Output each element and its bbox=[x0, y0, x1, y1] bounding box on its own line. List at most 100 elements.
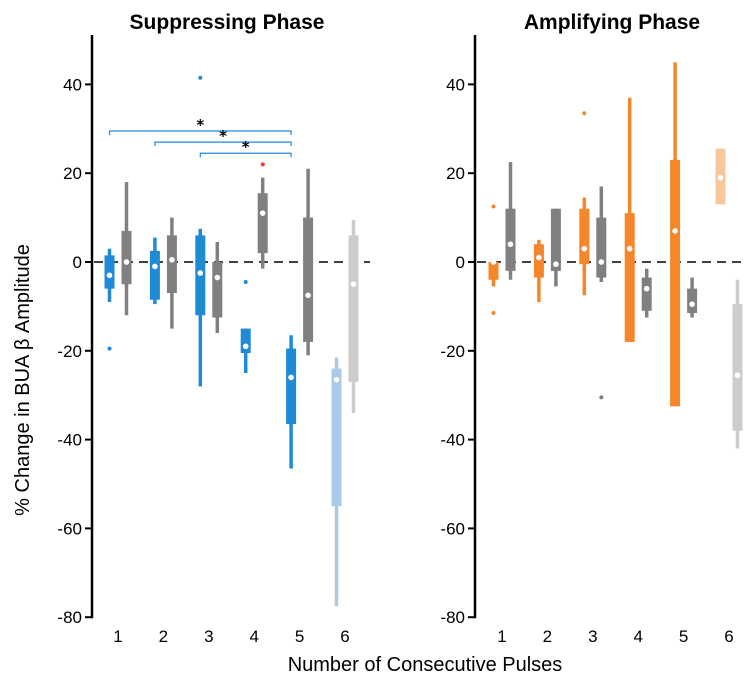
bracket-line bbox=[154, 141, 292, 147]
y-tick-label: -20 bbox=[57, 342, 82, 361]
median-dot bbox=[598, 259, 605, 265]
box-stim-group-5 bbox=[670, 62, 681, 407]
x-tick-label: 2 bbox=[543, 627, 552, 646]
iqr-box bbox=[579, 208, 590, 265]
box-stim-group-5 bbox=[286, 335, 297, 469]
outlier-point bbox=[582, 111, 587, 116]
iqr-box bbox=[212, 262, 223, 318]
significance-star: * bbox=[242, 138, 250, 156]
box-control-group-3 bbox=[596, 186, 607, 400]
box-control-group-2 bbox=[550, 208, 561, 287]
outlier-point bbox=[599, 395, 604, 400]
outlier-point bbox=[243, 279, 248, 284]
iqr-box bbox=[257, 193, 268, 254]
bracket-line bbox=[108, 130, 292, 136]
box-stim-group-6 bbox=[715, 148, 726, 205]
box-control-group-4 bbox=[641, 268, 652, 318]
y-tick-label: 20 bbox=[63, 164, 82, 183]
iqr-box bbox=[488, 262, 499, 280]
y-tick-label: 0 bbox=[456, 253, 465, 272]
median-dot bbox=[305, 292, 311, 299]
box-stim-group-1 bbox=[104, 248, 115, 351]
box-stim-group-6 bbox=[331, 357, 342, 607]
box-control-group-5 bbox=[303, 168, 314, 356]
iqr-box bbox=[505, 208, 516, 271]
box-control-group-1 bbox=[505, 162, 516, 280]
x-tick-label: 6 bbox=[724, 627, 733, 646]
median-dot bbox=[581, 245, 588, 252]
median-dot bbox=[626, 245, 633, 252]
y-tick-label: -60 bbox=[57, 519, 82, 538]
iqr-box bbox=[286, 348, 297, 425]
iqr-box bbox=[732, 304, 743, 431]
iqr-box bbox=[687, 288, 698, 314]
y-tick-label: 0 bbox=[73, 253, 82, 272]
median-dot bbox=[350, 281, 357, 288]
x-tick-label: 2 bbox=[159, 627, 168, 646]
box-stim-group-3 bbox=[579, 111, 590, 296]
median-dot bbox=[643, 285, 650, 292]
box-control-group-4 bbox=[257, 162, 268, 269]
y-axis-label: % Change in BUA β Amplitude bbox=[12, 244, 34, 516]
x-tick-label: 3 bbox=[588, 627, 597, 646]
x-tick-label: 5 bbox=[295, 627, 304, 646]
median-dot bbox=[672, 228, 678, 234]
x-tick-label: 6 bbox=[340, 627, 349, 646]
iqr-box bbox=[641, 277, 652, 311]
box-control-group-5 bbox=[687, 277, 698, 318]
iqr-box bbox=[166, 235, 177, 294]
iqr-box bbox=[104, 255, 115, 289]
median-dot bbox=[214, 274, 221, 281]
panel-suppressing-phase: Suppressing Phase 40 20 0 -20 -40 -60 -80 1 2 3 4 5 6… bbox=[57, 11, 370, 646]
outlier-point bbox=[107, 346, 112, 351]
box-stim-group-3 bbox=[195, 75, 206, 387]
median-dot bbox=[507, 241, 514, 248]
y-tick-label: -40 bbox=[440, 431, 465, 450]
panel-title: Suppressing Phase bbox=[130, 11, 325, 34]
panel-amplifying-phase: Amplifying Phase 40 20 0 -20 -40 -60 -80 1 2 3 4 5 6 bbox=[440, 11, 745, 646]
box-stim-group-1 bbox=[488, 204, 499, 316]
median-dot bbox=[242, 343, 249, 350]
y-tick-label: -40 bbox=[57, 431, 82, 450]
iqr-box bbox=[348, 235, 359, 382]
y-tick-label: -80 bbox=[57, 608, 82, 627]
box-control-group-6 bbox=[732, 279, 743, 449]
median-dot bbox=[553, 261, 559, 268]
x-tick-label: 3 bbox=[204, 627, 213, 646]
iqr-box bbox=[303, 217, 314, 342]
y-tick-label: -80 bbox=[440, 608, 465, 627]
median-dot bbox=[106, 272, 113, 279]
y-tick-label: -60 bbox=[440, 519, 465, 538]
iqr-box bbox=[550, 208, 561, 271]
median-dot bbox=[734, 372, 741, 379]
box-stim-group-4 bbox=[624, 97, 635, 342]
y-tick-label: 40 bbox=[63, 75, 82, 94]
box-control-group-2 bbox=[166, 217, 177, 329]
box-stim-group-2 bbox=[149, 237, 160, 305]
iqr-box bbox=[121, 230, 132, 285]
x-tick-label: 1 bbox=[113, 627, 122, 646]
x-tick-label: 4 bbox=[249, 627, 258, 646]
iqr-box bbox=[670, 159, 681, 407]
iqr-box bbox=[149, 250, 160, 300]
iqr-box bbox=[533, 244, 544, 278]
box-control-group-1 bbox=[121, 182, 132, 316]
outlier-point bbox=[260, 162, 265, 167]
significance-bracket: * bbox=[154, 127, 292, 147]
box-control-group-6 bbox=[348, 219, 359, 413]
outlier-point bbox=[491, 311, 496, 316]
median-dot bbox=[490, 259, 497, 265]
median-dot bbox=[333, 376, 340, 383]
median-dot bbox=[169, 256, 175, 263]
significance-bracket: * bbox=[199, 138, 292, 158]
iqr-box bbox=[331, 368, 342, 507]
x-tick-label: 4 bbox=[633, 627, 642, 646]
significance-star: * bbox=[219, 127, 227, 145]
outlier-point bbox=[198, 75, 203, 80]
median-dot bbox=[197, 270, 204, 276]
significance-star: * bbox=[196, 116, 204, 134]
iqr-box bbox=[596, 217, 607, 278]
median-dot bbox=[689, 301, 695, 307]
y-tick-label: 20 bbox=[446, 164, 465, 183]
